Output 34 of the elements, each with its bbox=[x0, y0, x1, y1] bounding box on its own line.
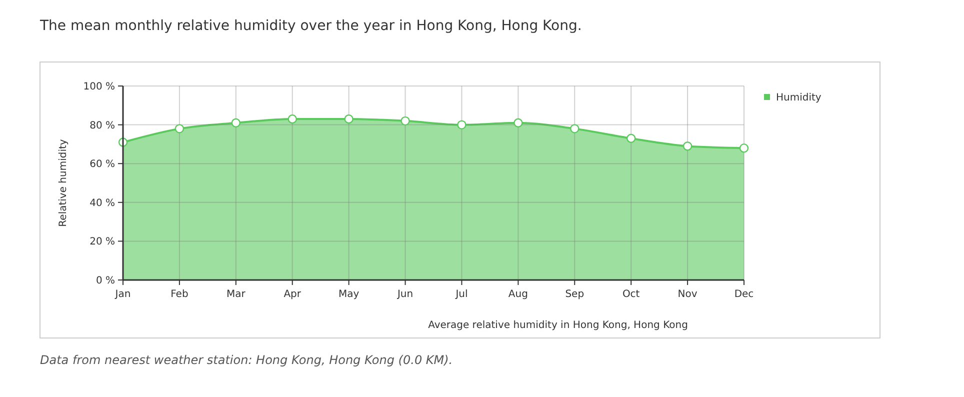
x-tick-label: Dec bbox=[734, 289, 754, 300]
y-tick-label: 60 % bbox=[90, 159, 115, 170]
x-tick-label: Jul bbox=[454, 289, 468, 300]
point bbox=[400, 116, 410, 126]
point bbox=[626, 134, 636, 143]
x-tick-label: May bbox=[338, 289, 360, 300]
x-tick-label: Mar bbox=[226, 289, 246, 300]
point bbox=[682, 142, 692, 151]
x-tick-label: Sep bbox=[565, 289, 584, 300]
y-tick-label: 40 % bbox=[90, 198, 115, 209]
x-tick-label: Oct bbox=[622, 289, 640, 300]
x-tick-label: Feb bbox=[170, 289, 188, 300]
point bbox=[344, 114, 354, 124]
x-tick-label: Apr bbox=[284, 289, 302, 300]
y-tick-label: 100 % bbox=[83, 82, 115, 92]
y-tick-label: 0 % bbox=[96, 276, 115, 286]
text: Average relative humidity in Hong Kong, Hong Kong bbox=[428, 320, 688, 331]
text: Data from nearest weather station: Hong Kong, Hong Kong (0.0 KM). bbox=[40, 353, 453, 367]
x-tick-label: Jan bbox=[114, 289, 131, 300]
x-tick-label: Jun bbox=[396, 289, 414, 300]
x-tick-label: Nov bbox=[678, 289, 698, 300]
point bbox=[457, 120, 466, 130]
x-tick-label: Aug bbox=[508, 289, 528, 300]
legend-label: Humidity bbox=[776, 92, 822, 104]
point bbox=[174, 124, 184, 134]
point bbox=[570, 124, 580, 134]
y-axis-title: Relative humidity bbox=[58, 139, 69, 227]
chart-title: The mean monthly relative humidity over the year in Hong Kong, Hong Kong. bbox=[39, 18, 582, 34]
y-tick-label: 80 % bbox=[90, 120, 115, 132]
point bbox=[514, 118, 523, 128]
y-tick-label: 20 % bbox=[90, 236, 115, 248]
point bbox=[288, 114, 297, 124]
point bbox=[231, 118, 241, 128]
point bbox=[739, 143, 749, 153]
